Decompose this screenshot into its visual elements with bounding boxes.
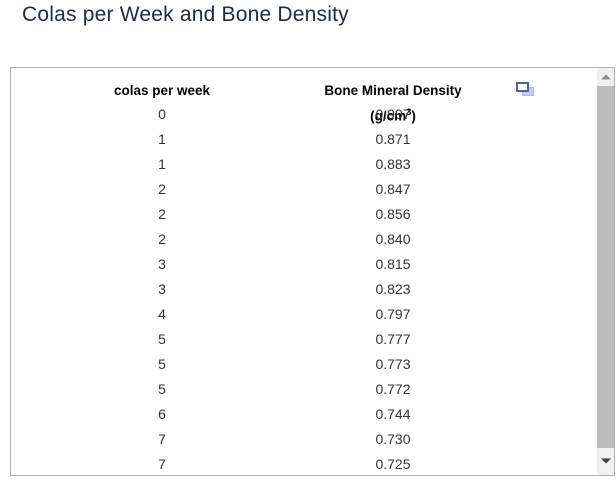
bone-mineral-density-value: 0.730: [375, 431, 411, 447]
table-row: 1 0.871: [11, 127, 597, 152]
table-row: 5 0.772: [11, 377, 597, 402]
colas-per-week-value: 5: [158, 331, 166, 347]
table-body: 0 0.907 1 0.871 1 0.883 2 0.847 2 0.856 …: [11, 102, 597, 475]
table-row: 3 0.815: [11, 252, 597, 277]
colas-per-week-value: 2: [158, 231, 166, 247]
colas-per-week-value: 7: [158, 431, 166, 447]
bone-mineral-density-value: 0.777: [375, 331, 411, 347]
scroll-up-arrow-icon[interactable]: [597, 68, 614, 85]
page-title: Colas per Week and Bone Density: [22, 3, 349, 26]
bone-mineral-density-value: 0.840: [375, 231, 411, 247]
table-row: 6 0.744: [11, 402, 597, 427]
table-row: 2 0.856: [11, 202, 597, 227]
colas-per-week-value: 2: [158, 206, 166, 222]
colas-per-week-value: 2: [158, 181, 166, 197]
colas-per-week-value: 6: [158, 406, 166, 422]
bone-mineral-density-value: 0.797: [375, 306, 411, 322]
popout-window-icon[interactable]: [516, 82, 534, 96]
bone-mineral-density-value: 0.744: [375, 406, 411, 422]
data-table: colas per week Bone Mineral Density (g/c…: [11, 68, 597, 475]
colas-per-week-value: 1: [158, 131, 166, 147]
bone-mineral-density-value: 0.847: [375, 181, 411, 197]
table-row: 1 0.883: [11, 152, 597, 177]
table-row: 0 0.907: [11, 102, 597, 127]
table-header-row: colas per week Bone Mineral Density (g/c…: [11, 68, 597, 124]
colas-per-week-value: 4: [158, 306, 166, 322]
bone-mineral-density-value: 0.773: [375, 356, 411, 372]
colas-per-week-value: 7: [158, 456, 166, 472]
table-row: 2 0.840: [11, 227, 597, 252]
bone-mineral-density-value: 0.871: [375, 131, 411, 147]
data-table-panel: colas per week Bone Mineral Density (g/c…: [10, 67, 615, 476]
scrollbar-thumb[interactable]: [597, 86, 614, 448]
bone-mineral-density-value: 0.856: [375, 206, 411, 222]
colas-per-week-value: 1: [158, 156, 166, 172]
colas-per-week-value: 5: [158, 356, 166, 372]
bone-mineral-density-value: 0.815: [375, 256, 411, 272]
table-row: 5 0.773: [11, 352, 597, 377]
colas-per-week-value: 3: [158, 256, 166, 272]
scroll-down-arrow-icon[interactable]: [597, 452, 614, 469]
bone-mineral-density-value: 0.883: [375, 156, 411, 172]
vertical-scrollbar[interactable]: [597, 68, 614, 475]
bone-mineral-density-value: 0.772: [375, 381, 411, 397]
column-header-colas-per-week: colas per week: [113, 83, 211, 98]
bone-mineral-density-value: 0.907: [375, 106, 411, 122]
bone-mineral-density-value: 0.823: [375, 281, 411, 297]
colas-per-week-value: 3: [158, 281, 166, 297]
table-row: 7 0.725: [11, 452, 597, 475]
colas-per-week-value: 5: [158, 381, 166, 397]
table-row: 5 0.777: [11, 327, 597, 352]
column-header-bone-mineral-density: Bone Mineral Density (g/cm3): [324, 83, 462, 124]
table-row: 3 0.823: [11, 277, 597, 302]
table-row: 4 0.797: [11, 302, 597, 327]
bone-mineral-density-value: 0.725: [375, 456, 411, 472]
colas-per-week-value: 0: [158, 106, 166, 122]
table-row: 7 0.730: [11, 427, 597, 452]
table-row: 2 0.847: [11, 177, 597, 202]
